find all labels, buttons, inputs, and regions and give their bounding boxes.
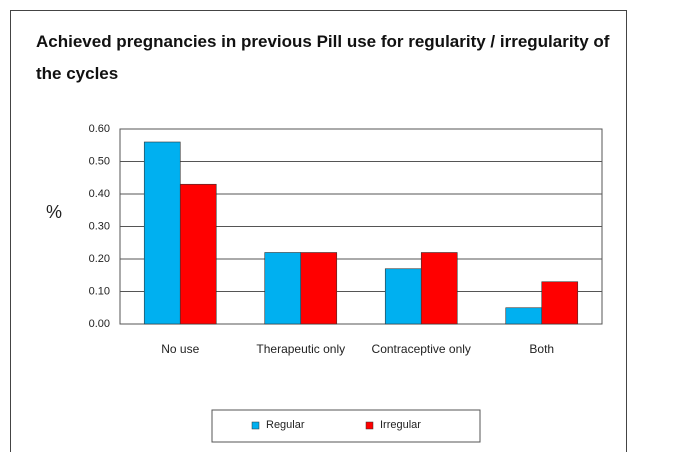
- y-axis-label: %: [46, 202, 62, 222]
- y-tick-label: 0.30: [89, 220, 110, 232]
- legend-marker: [365, 421, 374, 430]
- y-tick-label: 0.00: [89, 318, 110, 330]
- bar: [300, 252, 338, 325]
- x-tick-label: Contraceptive only: [371, 342, 471, 356]
- bar: [179, 183, 217, 325]
- y-tick-label: 0.50: [89, 155, 110, 167]
- legend-marker: [251, 421, 260, 430]
- bar: [420, 252, 458, 325]
- legend-label: Irregular: [380, 419, 421, 431]
- x-tick-label: No use: [161, 342, 200, 356]
- x-tick-label: Both: [529, 342, 555, 356]
- x-tick-label: Therapeutic only: [256, 342, 346, 356]
- bar: [541, 281, 579, 325]
- chart-title: Achieved pregnancies in previous Pill us…: [36, 32, 610, 83]
- chart-frame: [10, 10, 627, 452]
- y-tick-label: 0.10: [89, 285, 110, 297]
- legend-label: Regular: [266, 419, 305, 431]
- bar: [143, 141, 181, 325]
- y-tick-label: 0.40: [89, 188, 110, 200]
- bar: [384, 268, 422, 325]
- bar: [264, 252, 302, 325]
- bar: [505, 307, 543, 325]
- y-tick-label: 0.60: [89, 123, 110, 135]
- legend-box: [211, 409, 481, 443]
- y-tick-label: 0.20: [89, 253, 110, 265]
